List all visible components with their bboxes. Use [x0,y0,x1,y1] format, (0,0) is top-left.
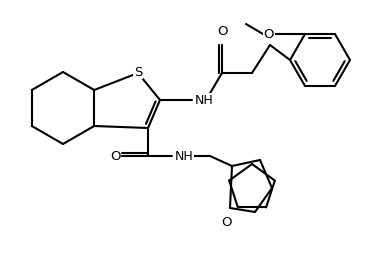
Text: S: S [134,66,142,78]
Text: NH: NH [195,93,214,106]
Text: O: O [110,150,120,163]
Text: O: O [221,216,231,229]
Text: O: O [264,28,274,41]
Text: NH: NH [175,150,194,163]
Text: O: O [217,25,227,38]
